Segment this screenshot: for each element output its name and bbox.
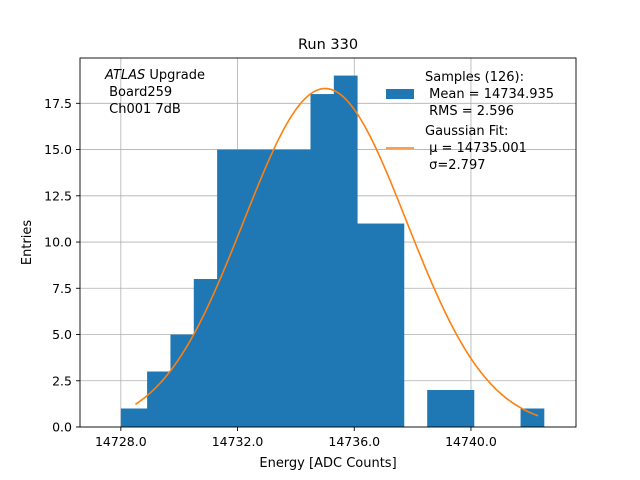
y-axis-ticks: 0.0 2.5 5.0 7.5 10.0 12.5 15.0 17.5 (44, 96, 80, 435)
x-axis-ticks: 14728.0 14732.0 14736.0 14740.0 (95, 427, 497, 449)
chart-title: Run 330 (298, 37, 358, 53)
y-tick-label: 12.5 (44, 188, 72, 203)
y-tick-label: 17.5 (44, 96, 72, 111)
histogram-bar (120, 408, 148, 427)
legend-label: Samples (126): (425, 70, 524, 85)
histogram-bar (147, 371, 171, 427)
histogram-bars (120, 75, 545, 428)
legend-label: Mean = 14734.935 (425, 87, 554, 102)
legend-label: RMS = 2.596 (425, 104, 514, 119)
legend: Samples (126): Mean = 14734.935 RMS = 2.… (386, 70, 554, 173)
atlas-annotation: ATLAS Upgrade Board259 Ch001 7dB (104, 68, 205, 117)
histogram-bar (450, 390, 475, 427)
y-tick-label: 10.0 (44, 235, 72, 250)
y-tick-label: 5.0 (52, 327, 72, 342)
legend-swatch-samples (386, 89, 414, 99)
histogram-bar (380, 223, 405, 427)
y-tick-label: 15.0 (44, 142, 72, 157)
histogram-bar (193, 279, 218, 427)
histogram-bar (520, 408, 545, 427)
histogram-bar (217, 149, 241, 427)
y-tick-label: 2.5 (52, 373, 72, 388)
legend-label: σ=2.797 (425, 158, 485, 173)
histogram-bar (427, 390, 451, 427)
histogram-bar (333, 75, 358, 428)
histogram-bar (240, 149, 265, 427)
x-axis-label: Energy [ADC Counts] (259, 456, 396, 471)
y-tick-label: 0.0 (52, 420, 72, 435)
histogram-bar (357, 223, 381, 427)
plot-frame (79, 57, 577, 428)
histogram-bar (310, 94, 335, 427)
x-tick-label: 14740.0 (445, 434, 497, 449)
legend-label: μ = 14735.001 (425, 141, 527, 156)
y-axis-label: Entries (20, 220, 35, 266)
histogram-bar (170, 334, 195, 427)
histogram-bar (263, 149, 288, 427)
annotation-line: Board259 (105, 85, 172, 100)
annotation-line: Ch001 7dB (105, 102, 181, 117)
histogram-bar (287, 149, 311, 427)
x-tick-label: 14736.0 (328, 434, 380, 449)
y-tick-label: 7.5 (52, 281, 72, 296)
x-tick-label: 14728.0 (95, 434, 147, 449)
annotation-line: ATLAS Upgrade (104, 68, 205, 83)
legend-label: Gaussian Fit: (425, 124, 508, 139)
gaussian-fit-curve (134, 87, 539, 417)
x-tick-label: 14732.0 (212, 434, 264, 449)
